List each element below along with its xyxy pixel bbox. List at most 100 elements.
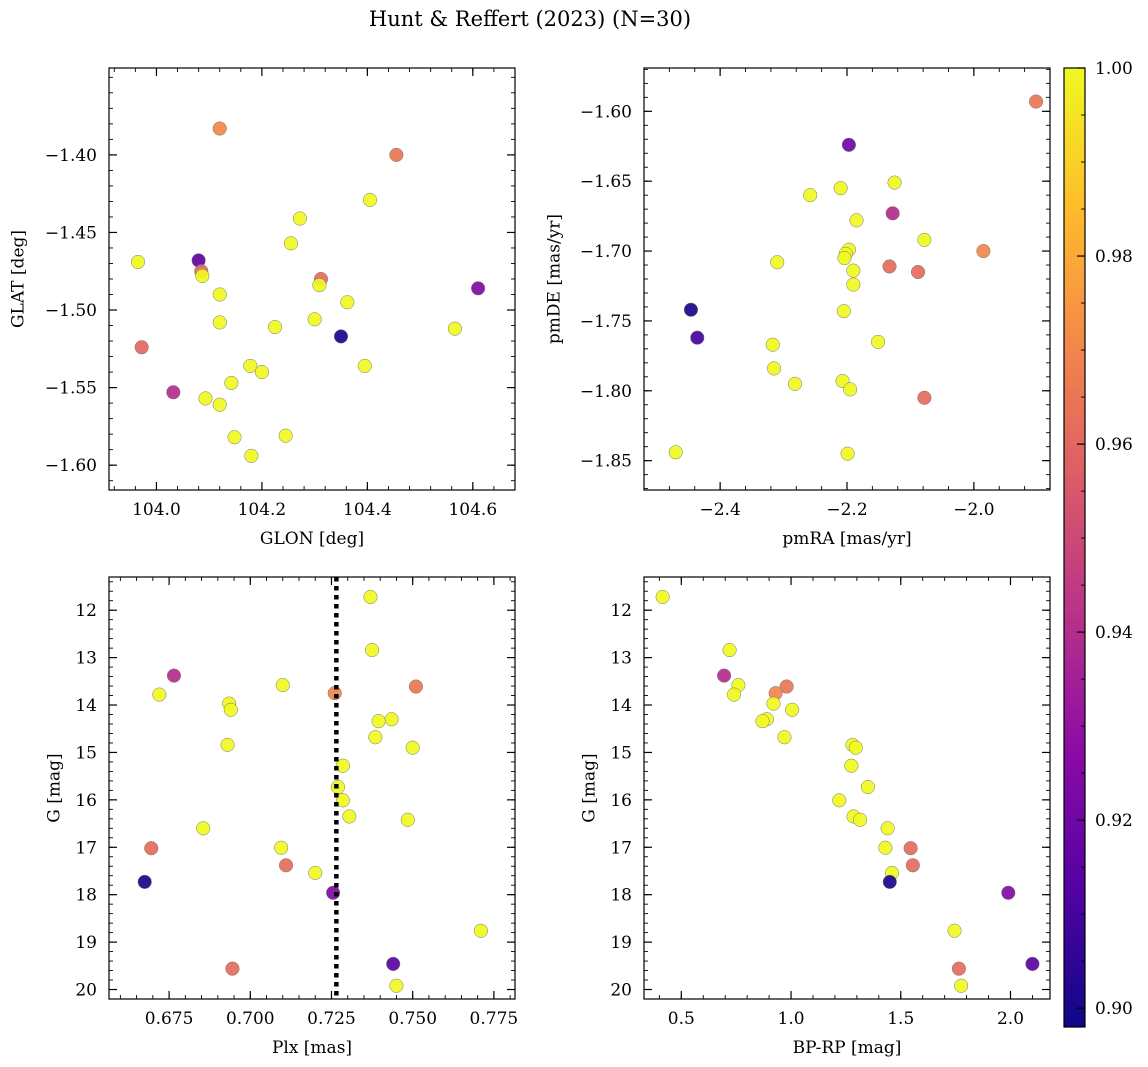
y-tick-label: −1.55: [45, 379, 97, 399]
data-point: [447, 321, 462, 336]
x-axis-label: BP-RP [mag]: [793, 1038, 902, 1058]
colorbar-tick-label: 1.00: [1095, 59, 1133, 79]
data-point: [841, 137, 856, 152]
y-axis-label: G [mag]: [45, 753, 65, 822]
y-axis-label: G [mag]: [580, 753, 600, 822]
data-point: [846, 277, 861, 292]
y-tick-label: −1.85: [580, 452, 632, 472]
data-point: [312, 278, 327, 293]
y-tick-label: −1.45: [45, 223, 97, 243]
data-point: [368, 730, 383, 745]
plot-frame: [643, 576, 1051, 1000]
panel-pmra-pmde: −2.4 −2.2 −2.0 −1.85 −1.80 −1.75 −1.70 −1.65 −1.…: [545, 67, 1051, 549]
data-point: [333, 329, 349, 344]
data-point: [905, 858, 920, 873]
data-point: [833, 181, 848, 196]
data-point: [365, 642, 380, 658]
y-tick-label: 19: [610, 933, 632, 953]
data-point: [386, 956, 401, 971]
x-tick-label: 0.775: [470, 1009, 519, 1029]
y-tick-label: −1.60: [45, 456, 97, 476]
data-point: [976, 244, 991, 259]
y-tick-label: 16: [75, 791, 97, 811]
y-tick-label: −1.40: [45, 146, 97, 166]
data-point: [225, 961, 240, 976]
data-point: [340, 295, 355, 310]
panel-glon-glat: 104.0 104.2 104.4 104.6 −1.60 −1.55 −1.50 −1.45…: [9, 67, 516, 549]
x-tick-label: 0.725: [307, 1009, 356, 1029]
data-point: [860, 780, 875, 795]
data-point: [917, 232, 932, 247]
colorbar-tick-label: 0.92: [1095, 811, 1133, 831]
data-point: [717, 668, 732, 683]
y-tick-label: 15: [610, 743, 632, 763]
data-point: [954, 978, 969, 993]
data-point: [655, 589, 670, 604]
data-point: [152, 687, 167, 702]
data-point: [335, 793, 350, 808]
panel-bprp-g: 0.5 1.0 1.5 2.0 12 13 14 15 16 17 18 19 20 BP-RP [mag…: [580, 576, 1051, 1058]
data-point: [198, 391, 213, 406]
data-point: [853, 812, 868, 827]
data-point: [849, 213, 864, 228]
data-point: [765, 337, 780, 352]
data-point: [166, 668, 182, 683]
data-point: [212, 121, 227, 136]
data-point: [220, 737, 235, 752]
data-point: [307, 312, 322, 327]
colorbar-tick-label: 0.94: [1095, 623, 1133, 643]
y-axis-label: GLAT [deg]: [9, 230, 29, 328]
y-tick-label: 17: [75, 838, 97, 858]
y-tick-label: 12: [610, 601, 632, 621]
data-point: [1001, 885, 1016, 900]
x-tick-label: 0.5: [668, 1009, 695, 1029]
data-point: [212, 315, 227, 330]
data-point: [840, 446, 855, 461]
data-point: [389, 147, 404, 162]
data-point: [777, 730, 792, 745]
data-point: [683, 302, 698, 317]
data-point: [885, 206, 900, 221]
data-point: [275, 678, 290, 693]
x-axis-label: Plx [mas]: [272, 1038, 352, 1058]
x-axis-label: pmRA [mas/yr]: [782, 529, 911, 549]
x-tick-label: −2.4: [699, 500, 740, 520]
data-point: [917, 390, 932, 405]
x-tick-label: 104.4: [343, 500, 392, 520]
data-point: [668, 445, 683, 460]
y-tick-label: 13: [610, 649, 632, 669]
x-tick-label: 0.675: [145, 1009, 194, 1029]
y-tick-label: −1.60: [580, 102, 632, 122]
data-point: [363, 589, 378, 604]
data-point: [832, 793, 847, 808]
y-tick-label: 14: [610, 696, 632, 716]
y-tick-label: −1.80: [580, 382, 632, 402]
panel-plx-g: 0.675 0.700 0.725 0.750 0.775 12 13 14 15 16 17 18 1…: [45, 576, 519, 1058]
data-point: [882, 874, 897, 889]
data-point: [690, 330, 705, 345]
plot-frame: [108, 67, 516, 491]
data-point: [785, 702, 800, 717]
y-tick-label: −1.70: [580, 242, 632, 262]
data-point: [342, 809, 357, 824]
data-point: [137, 874, 152, 889]
x-tick-label: 1.5: [887, 1009, 914, 1029]
data-point: [223, 702, 238, 717]
y-tick-label: 13: [75, 649, 97, 669]
data-point: [130, 254, 146, 269]
x-tick-label: 1.0: [778, 1009, 805, 1029]
data-point: [871, 334, 886, 349]
data-point: [882, 259, 897, 274]
data-point: [911, 264, 926, 280]
x-tick-label: 2.0: [997, 1009, 1024, 1029]
y-tick-label: 14: [75, 696, 97, 716]
x-tick-label: 104.2: [238, 500, 287, 520]
data-point: [195, 268, 210, 283]
y-tick-label: 18: [610, 886, 632, 906]
panels: 104.0 104.2 104.4 104.6 −1.60 −1.55 −1.50 −1.45…: [9, 67, 1051, 1058]
data-point: [837, 250, 852, 266]
data-point: [846, 263, 861, 278]
x-tick-label: −2.2: [826, 500, 867, 520]
colorbar-tick-label: 0.90: [1095, 999, 1133, 1019]
